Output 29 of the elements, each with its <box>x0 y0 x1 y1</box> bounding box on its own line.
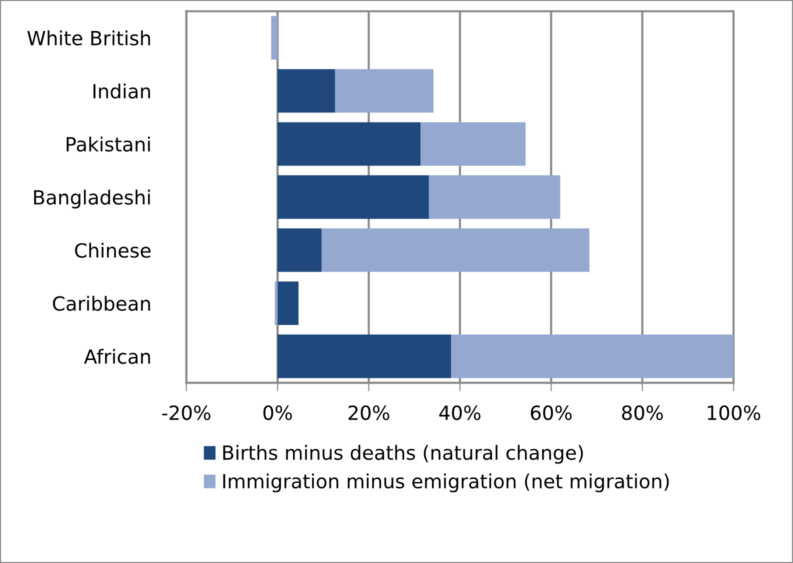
y-tick-label: Chinese <box>75 242 151 258</box>
y-tick-label: Caribbean <box>52 296 150 311</box>
bar <box>271 16 278 60</box>
bar <box>420 122 526 166</box>
bar <box>278 334 452 378</box>
y-tick-label: Pakistani <box>66 136 150 152</box>
x-tick-label: 80% <box>622 405 663 420</box>
bar <box>335 69 434 113</box>
x-tick-label: 60% <box>530 405 572 420</box>
bar <box>322 228 590 272</box>
bar <box>278 228 322 272</box>
bar <box>274 281 278 325</box>
x-tick-label: 100% <box>708 405 760 420</box>
bar <box>278 122 421 166</box>
bar <box>278 281 299 325</box>
y-tick-label: Bangladeshi <box>34 190 150 208</box>
x-tick-label: 40% <box>439 405 480 420</box>
x-tick-label: 20% <box>348 405 390 420</box>
legend-label: Births minus deaths (natural change) <box>223 444 583 464</box>
y-tick-label: Indian <box>93 83 150 99</box>
bar <box>278 175 429 219</box>
bar <box>278 69 336 113</box>
x-tick-label: -20% <box>162 405 210 420</box>
y-tick-label: African <box>84 348 150 364</box>
bar <box>451 334 734 378</box>
bar <box>428 175 560 219</box>
legend-label: Immigration minus emigration (net migration) <box>223 473 669 492</box>
x-tick-label: 0% <box>263 405 292 420</box>
y-tick-label: White British <box>27 30 150 46</box>
